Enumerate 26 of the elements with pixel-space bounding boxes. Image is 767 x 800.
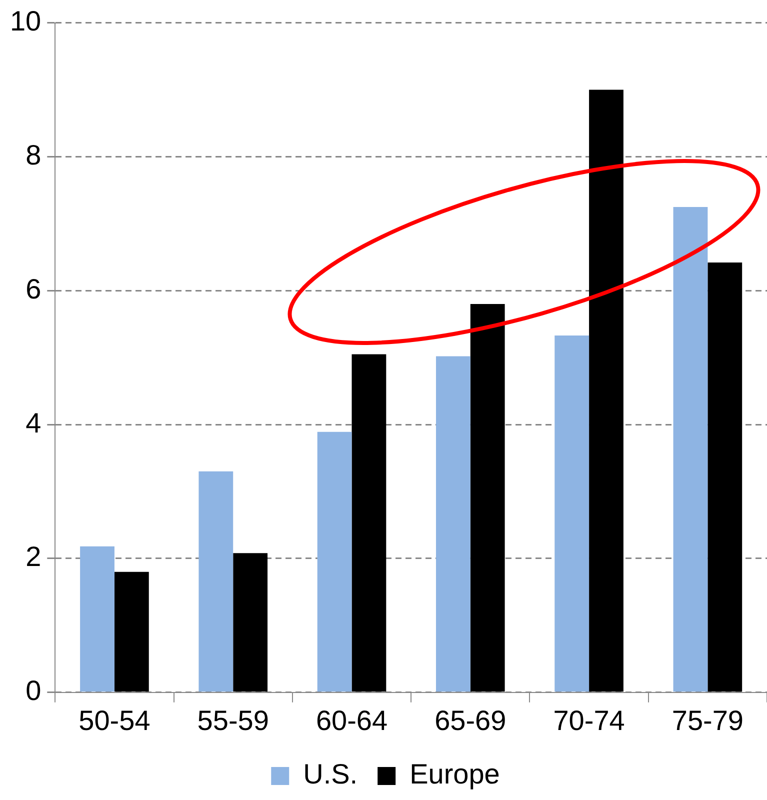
x-tick-label: 70-74 bbox=[553, 704, 625, 736]
bar bbox=[589, 90, 624, 692]
bar bbox=[198, 471, 234, 692]
bar bbox=[352, 354, 386, 692]
bar bbox=[114, 572, 149, 692]
y-tick-label: 4 bbox=[26, 407, 42, 438]
y-tick-label: 2 bbox=[26, 541, 42, 572]
x-tick-label: 60-64 bbox=[316, 704, 388, 736]
y-tick-label: 8 bbox=[26, 139, 42, 170]
bar bbox=[436, 356, 470, 692]
bar bbox=[317, 432, 352, 692]
x-tick-label: 75-79 bbox=[672, 704, 744, 736]
legend-label: U.S. bbox=[303, 758, 358, 790]
bar bbox=[554, 336, 590, 692]
x-tick-label: 55-59 bbox=[197, 704, 269, 736]
bar bbox=[673, 206, 708, 692]
y-tick-label: 6 bbox=[26, 273, 42, 304]
y-tick-label: 0 bbox=[26, 675, 42, 706]
x-tick-label: 50-54 bbox=[78, 704, 150, 736]
bar bbox=[80, 546, 114, 692]
bar bbox=[708, 262, 742, 692]
bar bbox=[470, 304, 505, 692]
bar bbox=[233, 553, 268, 692]
y-tick-label: 10 bbox=[10, 6, 42, 37]
legend-label: Europe bbox=[410, 758, 500, 790]
x-tick-label: 65-69 bbox=[434, 704, 506, 736]
